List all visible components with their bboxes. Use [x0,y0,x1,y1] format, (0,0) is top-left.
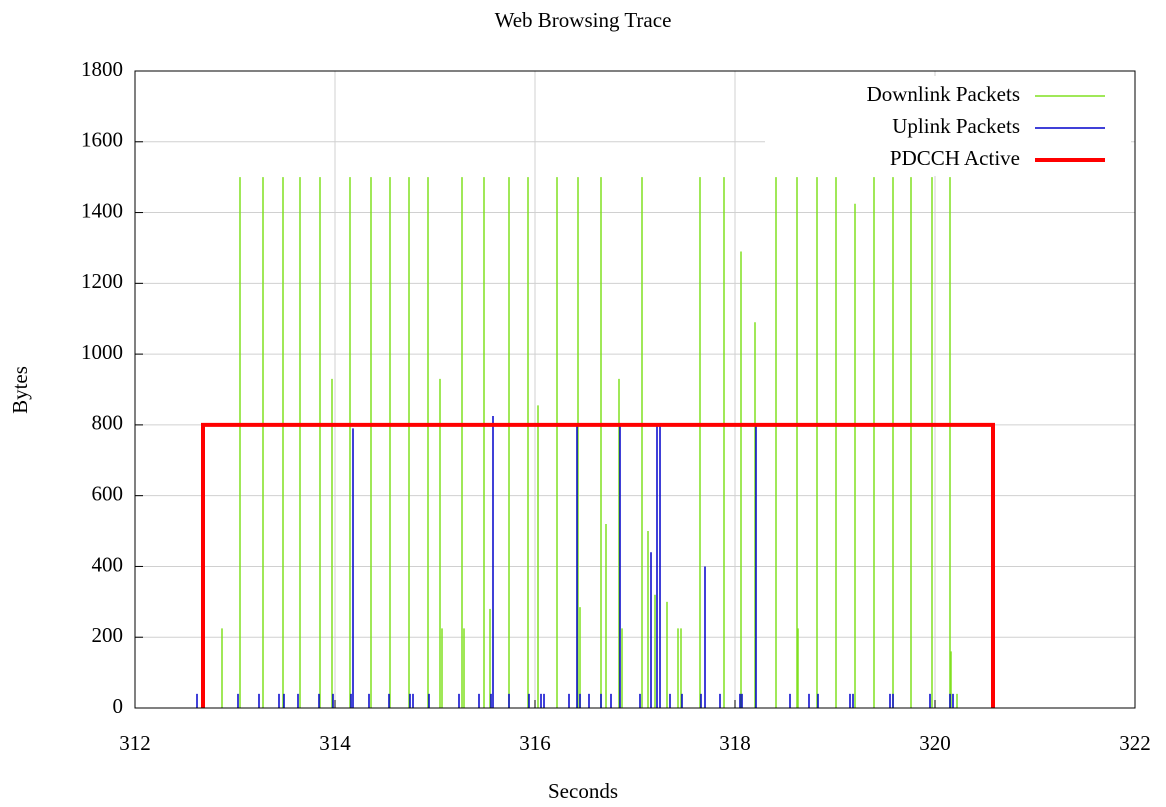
chart-title: Web Browsing Trace [495,8,672,32]
legend-label: PDCCH Active [890,146,1020,170]
y-tick-label: 800 [92,411,124,435]
x-tick-label: 320 [919,731,951,755]
y-tick-label: 1800 [81,57,123,81]
x-tick-label: 312 [119,731,151,755]
x-axis-label: Seconds [548,779,618,803]
y-tick-label: 1600 [81,128,123,152]
x-tick-label: 322 [1119,731,1151,755]
y-tick-label: 0 [113,694,124,718]
y-tick-label: 600 [92,481,124,505]
y-tick-label: 1400 [81,198,123,222]
x-tick-label: 314 [319,731,351,755]
x-tick-label: 316 [519,731,551,755]
plot-frame [134,70,1136,709]
legend-label: Downlink Packets [867,82,1020,106]
x-tick-label: 318 [719,731,751,755]
y-tick-label: 400 [92,552,124,576]
y-axis-label: Bytes [8,366,32,414]
y-tick-label: 1000 [81,340,123,364]
legend-label: Uplink Packets [892,114,1020,138]
line-series [201,422,995,708]
y-tick-label: 200 [92,623,124,647]
y-tick-label: 1200 [81,269,123,293]
